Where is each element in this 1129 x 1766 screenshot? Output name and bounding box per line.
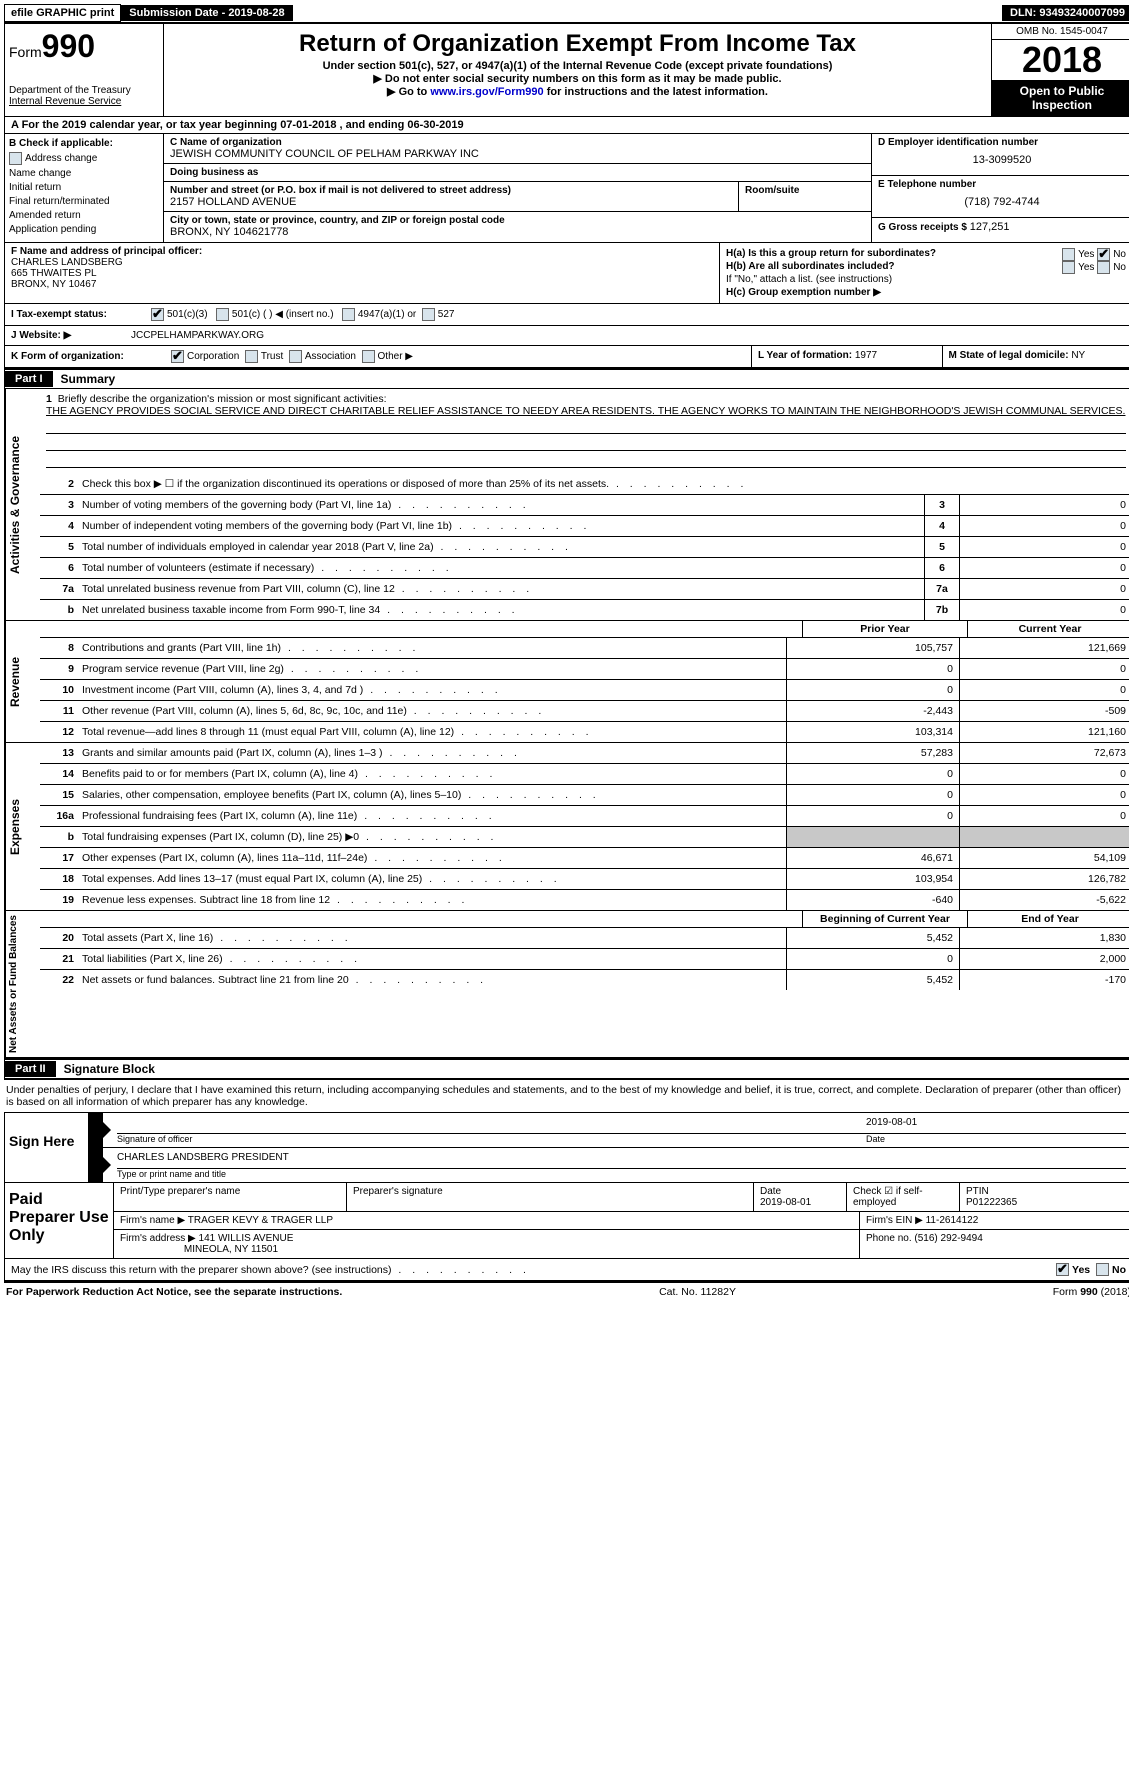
checkbox[interactable] (9, 152, 22, 165)
summary-line: 19Revenue less expenses. Subtract line 1… (40, 890, 1129, 910)
dba-cell: Doing business as (164, 164, 871, 182)
sign-here-label: Sign Here (5, 1113, 89, 1182)
checkbox[interactable] (245, 350, 258, 363)
summary-line: 8Contributions and grants (Part VIII, li… (40, 638, 1129, 659)
summary-line: 17Other expenses (Part IX, column (A), l… (40, 848, 1129, 869)
part2-header: Part II Signature Block (4, 1058, 1129, 1079)
year-formation: L Year of formation: 1977 (752, 346, 943, 367)
activities-label: Activities & Governance (5, 389, 40, 620)
ein-cell: D Employer identification number 13-3099… (872, 134, 1129, 176)
checkbox[interactable] (362, 350, 375, 363)
form-title: Return of Organization Exempt From Incom… (168, 30, 987, 58)
netassets-label: Net Assets or Fund Balances (5, 911, 40, 1057)
tax-year-row: A For the 2019 calendar year, or tax yea… (4, 117, 1129, 134)
form-id-box: Form990 Department of the Treasury Inter… (5, 24, 164, 116)
org-name-cell: C Name of organization JEWISH COMMUNITY … (164, 134, 871, 164)
checkbox[interactable] (289, 350, 302, 363)
checkbox[interactable] (1062, 261, 1075, 274)
summary-line: 22Net assets or fund balances. Subtract … (40, 970, 1129, 990)
checkbox[interactable] (1097, 248, 1110, 261)
tax-status-row: I Tax-exempt status: 501(c)(3) 501(c) ( … (4, 304, 1129, 326)
summary-line: 20Total assets (Part X, line 16)5,4521,8… (40, 928, 1129, 949)
summary-line: 21Total liabilities (Part X, line 26)02,… (40, 949, 1129, 970)
arrow-icon (89, 1113, 103, 1147)
prep-row-2: Firm's name ▶ TRAGER KEVY & TRAGER LLP F… (114, 1212, 1129, 1230)
dln: DLN: 93493240007099 (1002, 5, 1129, 21)
checkbox[interactable] (216, 308, 229, 321)
gross-receipts-cell: G Gross receipts $ 127,251 (872, 218, 1129, 236)
checkbox[interactable] (151, 308, 164, 321)
summary-line: 12Total revenue—add lines 8 through 11 (… (40, 722, 1129, 742)
checkbox[interactable] (342, 308, 355, 321)
checkbox[interactable] (1056, 1263, 1069, 1276)
summary-line: 18Total expenses. Add lines 13–17 (must … (40, 869, 1129, 890)
revenue-label: Revenue (5, 621, 40, 742)
phone-cell: E Telephone number (718) 792-4744 (872, 176, 1129, 218)
checkbox[interactable] (171, 350, 184, 363)
checkbox[interactable] (1062, 248, 1075, 261)
group-return-box: H(a) Is this a group return for subordin… (720, 243, 1129, 303)
summary-line: 7aTotal unrelated business revenue from … (40, 579, 1129, 600)
checkbox[interactable] (422, 308, 435, 321)
summary-line: 9Program service revenue (Part VIII, lin… (40, 659, 1129, 680)
name-line: CHARLES LANDSBERG PRESIDENT Type or prin… (103, 1148, 1129, 1182)
summary-line: 11Other revenue (Part VIII, column (A), … (40, 701, 1129, 722)
col-headers: Beginning of Current Year End of Year (40, 911, 1129, 928)
submission-date: Submission Date - 2019-08-28 (121, 5, 292, 21)
room-cell: Room/suite (739, 182, 871, 211)
col-headers: Prior Year Current Year (40, 621, 1129, 638)
summary-line: 4Number of independent voting members of… (40, 516, 1129, 537)
summary-line: bNet unrelated business taxable income f… (40, 600, 1129, 620)
summary-line: 16aProfessional fundraising fees (Part I… (40, 806, 1129, 827)
checkbox[interactable] (1097, 261, 1110, 274)
summary-line: bTotal fundraising expenses (Part IX, co… (40, 827, 1129, 848)
form-org-row: K Form of organization: Corporation Trus… (4, 346, 751, 368)
summary-line: 15Salaries, other compensation, employee… (40, 785, 1129, 806)
summary-line: 10Investment income (Part VIII, column (… (40, 680, 1129, 701)
arrow-icon (89, 1148, 103, 1182)
website-row: J Website: ▶ JCCPELHAMPARKWAY.ORG (4, 326, 1129, 346)
page-footer: For Paperwork Reduction Act Notice, see … (4, 1281, 1129, 1301)
efile-label: efile GRAPHIC print (4, 4, 121, 22)
summary-line: 6Total number of volunteers (estimate if… (40, 558, 1129, 579)
address-cell: Number and street (or P.O. box if mail i… (164, 182, 739, 211)
prep-row-1: Print/Type preparer's name Preparer's si… (114, 1183, 1129, 1212)
paid-preparer-label: Paid Preparer Use Only (5, 1183, 114, 1258)
officer-box: F Name and address of principal officer:… (5, 243, 720, 303)
mission-block: 1 Briefly describe the organization's mi… (40, 389, 1129, 474)
prep-row-3: Firm's address ▶ 141 WILLIS AVENUE MINEO… (114, 1230, 1129, 1258)
summary-line: 14Benefits paid to or for members (Part … (40, 764, 1129, 785)
discuss-row: May the IRS discuss this return with the… (4, 1259, 1129, 1281)
part1-header: Part I Summary (4, 368, 1129, 389)
signature-line: 2019-08-01 Signature of officer Date (103, 1113, 1129, 1147)
year-box: OMB No. 1545-0047 2018 Open to Public In… (991, 24, 1129, 116)
summary-line: 13Grants and similar amounts paid (Part … (40, 743, 1129, 764)
form-title-box: Return of Organization Exempt From Incom… (164, 24, 991, 116)
perjury-text: Under penalties of perjury, I declare th… (4, 1079, 1129, 1112)
expenses-label: Expenses (5, 743, 40, 910)
check-applicable-box: B Check if applicable: Address change Na… (5, 134, 164, 242)
summary-line: 5Total number of individuals employed in… (40, 537, 1129, 558)
city-cell: City or town, state or province, country… (164, 212, 871, 241)
irs-link[interactable]: www.irs.gov/Form990 (430, 86, 543, 98)
domicile: M State of legal domicile: NY (943, 346, 1129, 367)
checkbox[interactable] (1096, 1263, 1109, 1276)
summary-line: 2Check this box ▶ ☐ if the organization … (40, 474, 1129, 495)
summary-line: 3Number of voting members of the governi… (40, 495, 1129, 516)
